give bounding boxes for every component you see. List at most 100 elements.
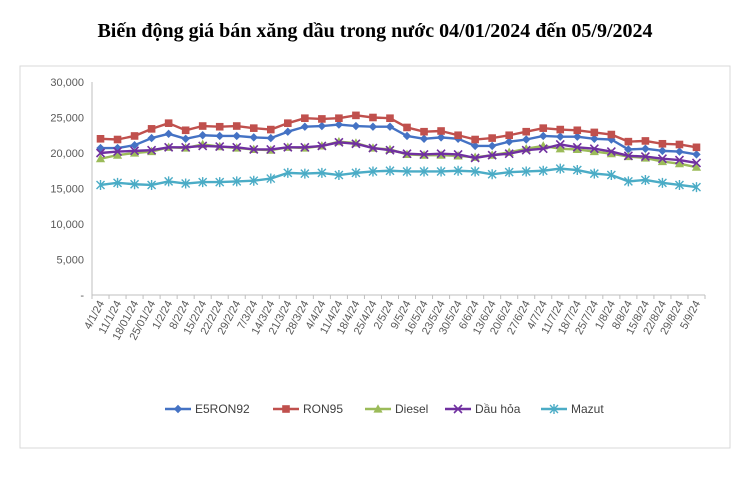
data-point [623, 151, 633, 161]
data-point [521, 145, 531, 155]
data-point [232, 142, 242, 152]
series-mazut [96, 163, 701, 193]
chart-area-border [19, 65, 731, 449]
data-point [641, 137, 650, 145]
data-point [164, 119, 173, 127]
series-d-u-h-a [95, 137, 702, 168]
data-point [606, 148, 616, 158]
data-point [657, 156, 668, 166]
data-point [232, 176, 242, 187]
data-point [623, 176, 633, 187]
data-point [504, 137, 514, 146]
data-point [373, 404, 383, 413]
legend-item: E5RON92 [165, 402, 250, 416]
data-point [232, 122, 241, 130]
data-point [403, 123, 411, 132]
data-point [692, 143, 701, 152]
data-point [419, 166, 429, 177]
data-point [335, 114, 343, 123]
data-point [130, 179, 140, 190]
data-point [318, 115, 326, 123]
data-point [522, 135, 531, 144]
data-point [249, 175, 259, 186]
data-point [674, 179, 684, 190]
data-point [436, 166, 446, 177]
data-point [556, 125, 565, 134]
data-point [521, 166, 531, 177]
data-point [369, 113, 377, 122]
data-point [505, 131, 513, 140]
data-point [640, 174, 650, 185]
data-point [181, 126, 190, 135]
y-tick-label: 25,000 [50, 113, 84, 125]
data-point [282, 405, 290, 413]
data-point [215, 142, 225, 152]
data-point [300, 168, 310, 179]
data-point [487, 169, 497, 180]
data-point [130, 132, 139, 140]
data-point [198, 122, 207, 130]
data-point [113, 143, 122, 153]
data-point [402, 149, 412, 159]
data-point [130, 146, 140, 156]
data-point [607, 135, 616, 144]
data-point [419, 149, 429, 159]
data-point [129, 148, 140, 157]
data-point [164, 176, 174, 187]
chart-title: Biến động giá bán xăng dầu trong nước 04… [97, 20, 653, 42]
data-point [351, 167, 361, 178]
data-point [249, 133, 258, 142]
data-point [283, 167, 293, 178]
data-point [539, 124, 548, 132]
data-point [420, 127, 428, 136]
data-point [657, 154, 667, 164]
data-point [334, 137, 344, 147]
data-point [641, 144, 650, 153]
data-point [113, 135, 122, 144]
legend-item: RON95 [273, 402, 343, 416]
y-tick-label: - [80, 290, 84, 302]
legend-label: RON95 [303, 402, 343, 416]
data-point [96, 179, 106, 190]
data-point [590, 128, 599, 137]
data-point [96, 143, 105, 153]
data-point [181, 142, 191, 152]
y-tick-label: 20,000 [50, 148, 84, 160]
data-point [539, 131, 548, 141]
data-point [112, 147, 123, 157]
data-point [572, 165, 582, 176]
data-point [555, 163, 565, 174]
data-point [266, 173, 276, 184]
data-point [300, 122, 310, 131]
data-point [249, 144, 259, 155]
data-point [658, 146, 667, 156]
data-point [402, 131, 412, 141]
data-point [454, 131, 462, 140]
data-point [164, 129, 173, 139]
data-point [589, 146, 599, 156]
y-tick-label: 30,000 [50, 77, 84, 89]
legend-label: Dầu hỏa [475, 402, 521, 416]
data-point [471, 135, 479, 144]
data-point [283, 142, 293, 152]
data-point [352, 111, 360, 120]
data-point [691, 158, 702, 168]
data-point [96, 135, 105, 143]
data-point [658, 139, 667, 148]
series-ron95 [96, 111, 701, 152]
data-point [487, 150, 497, 160]
data-point [112, 150, 123, 159]
series-line [100, 167, 697, 189]
y-tick-label: 5,000 [56, 255, 84, 267]
data-point [436, 133, 446, 142]
data-point [266, 125, 275, 134]
data-point [95, 148, 106, 158]
data-point [385, 145, 395, 155]
data-point [606, 170, 616, 181]
data-point [674, 158, 685, 168]
data-point [351, 139, 361, 149]
series-line [100, 140, 697, 169]
data-point [487, 141, 497, 151]
data-point [173, 404, 183, 414]
